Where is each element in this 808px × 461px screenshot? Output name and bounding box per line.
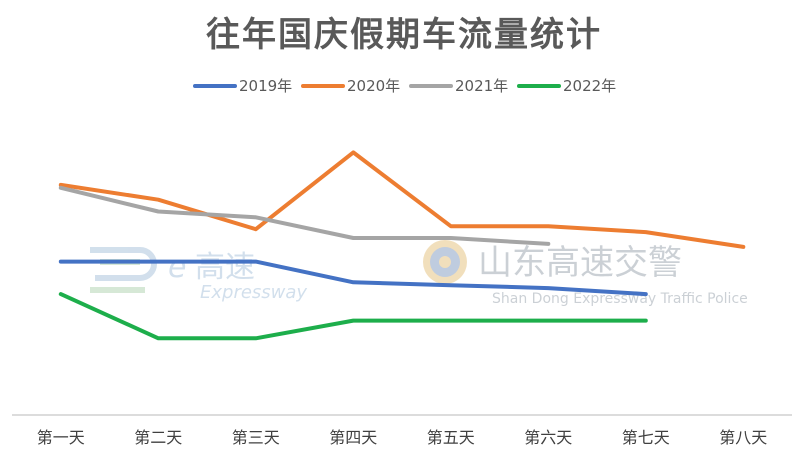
x-tick-label: 第三天 [232, 428, 280, 447]
x-tick-label: 第二天 [134, 428, 182, 447]
x-tick-label: 第八天 [719, 428, 767, 447]
series-line-0 [58, 259, 648, 297]
expressway-logo-icon [90, 247, 157, 293]
series-lines [58, 150, 746, 341]
watermark-right-brand: 山东高速交警 [478, 243, 682, 283]
watermark-e-prefix: e [168, 250, 186, 285]
watermark-expressway: e 高速 Expressway [90, 247, 307, 303]
watermark-left-sub: Expressway [200, 282, 307, 303]
chart-legend: 2019年 2020年 2021年 2022年 [193, 77, 616, 95]
watermark-left-brand: 高速 [195, 250, 255, 285]
x-tick-label: 第五天 [427, 428, 475, 447]
x-tick-label: 第七天 [622, 428, 670, 447]
x-axis-ticks: 第一天 第二天 第三天 第四天 第五天 第六天 第七天 第八天 [37, 428, 768, 447]
legend-label: 2022年 [563, 77, 616, 95]
x-tick-label: 第六天 [524, 428, 572, 447]
series-line-1 [58, 150, 746, 249]
legend-label: 2020年 [347, 77, 400, 95]
police-emblem-icon [423, 240, 467, 284]
series-line-2 [58, 185, 551, 246]
legend-label: 2021年 [455, 77, 508, 95]
x-tick-label: 第一天 [37, 428, 85, 447]
x-tick-label: 第四天 [329, 428, 377, 447]
watermark-traffic-police: 山东高速交警 Shan Dong Expressway Traffic Poli… [423, 240, 748, 307]
legend-label: 2019年 [239, 77, 292, 95]
watermark-right-sub: Shan Dong Expressway Traffic Police [492, 291, 748, 307]
chart-title: 往年国庆假期车流量统计 [206, 15, 602, 55]
series-line-3 [58, 292, 648, 341]
